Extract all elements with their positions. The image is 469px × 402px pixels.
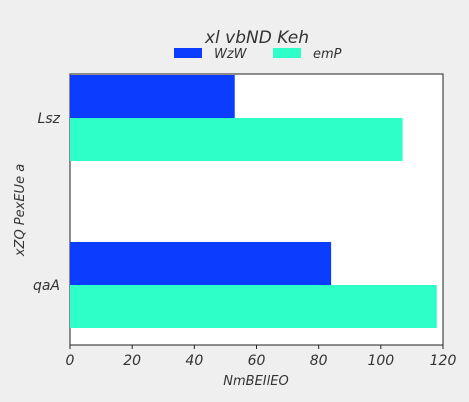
bars xyxy=(70,75,437,328)
bar-emP-Lsz xyxy=(70,118,403,161)
bar-emP-qaA xyxy=(70,285,437,328)
legend-label-WzW: WzW xyxy=(214,47,248,62)
legend-swatch-WzW xyxy=(174,48,202,58)
legend-label-emP: emP xyxy=(313,47,342,62)
x-tick-label: 60 xyxy=(248,353,266,369)
y-axis-ticks: Lsz qaA xyxy=(33,111,61,294)
x-tick-label: 80 xyxy=(310,353,328,369)
y-tick-label: Lsz xyxy=(38,111,61,127)
x-axis-label: NmBEIlEO xyxy=(223,374,288,389)
bar-WzW-Lsz xyxy=(70,75,235,118)
y-tick-label: qaA xyxy=(33,278,60,294)
legend-swatch-emP xyxy=(273,48,301,58)
y-axis-label: xZQ PexEUe a xyxy=(13,164,28,257)
x-tick-label: 120 xyxy=(430,353,457,369)
x-axis-ticks: 0 20 40 60 80 100 120 xyxy=(66,345,457,369)
chart-title: xl vbND Keh xyxy=(204,28,309,48)
x-tick-label: 40 xyxy=(185,353,203,369)
x-tick-label: 100 xyxy=(367,353,394,369)
x-tick-label: 20 xyxy=(123,353,141,369)
legend: WzW emP xyxy=(174,47,342,62)
bar-WzW-qaA xyxy=(70,242,332,285)
x-tick-label: 0 xyxy=(66,353,75,369)
